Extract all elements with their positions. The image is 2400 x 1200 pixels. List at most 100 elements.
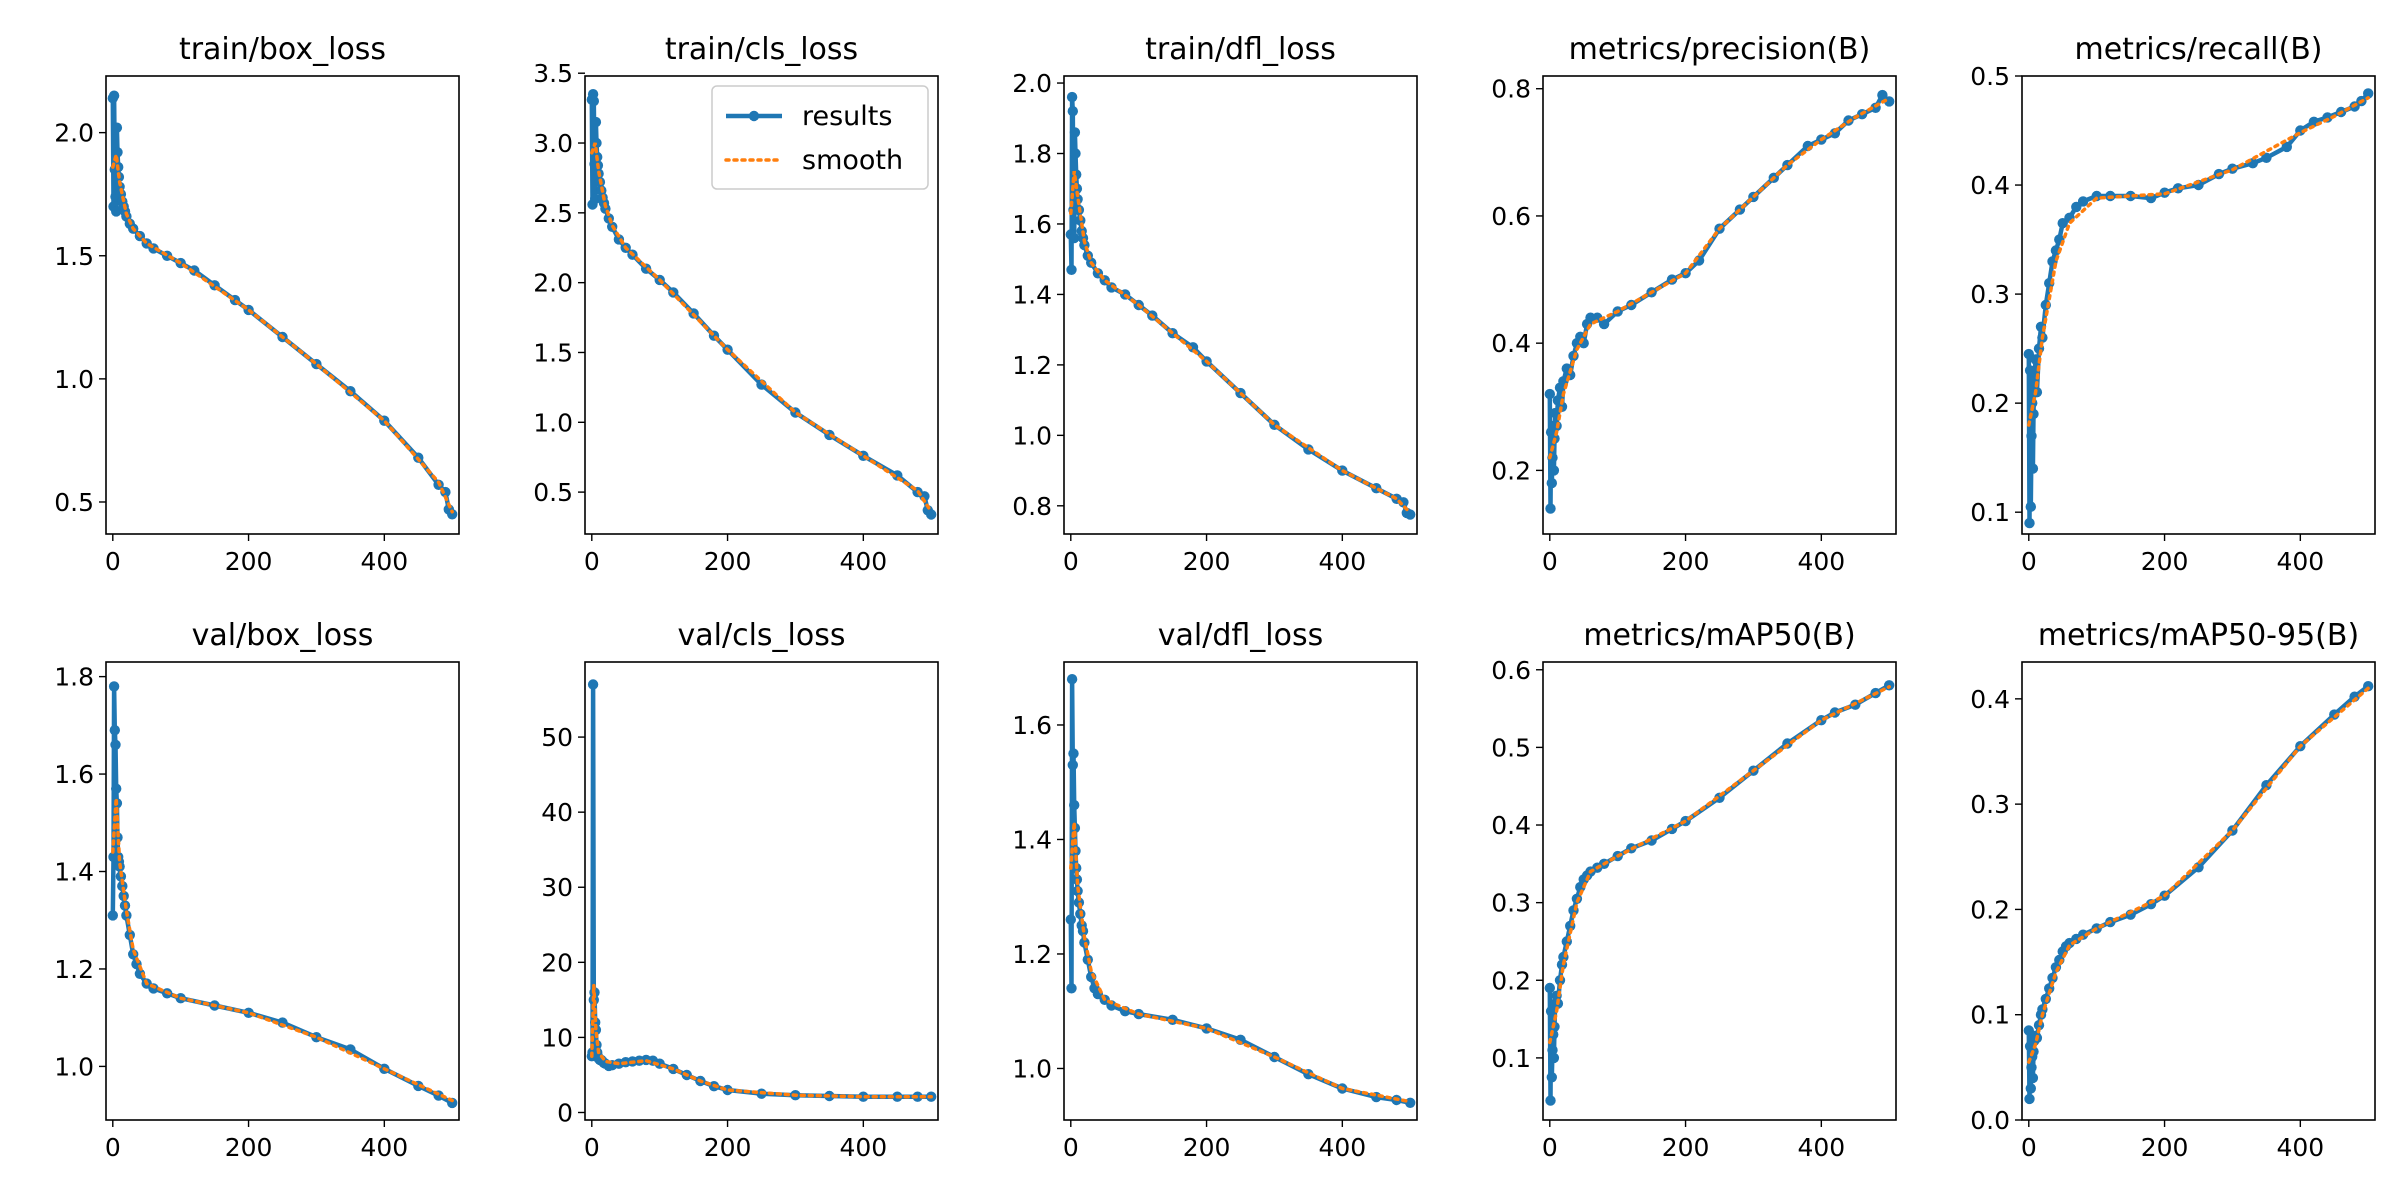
results-point (858, 1091, 869, 1102)
panel-metrics-precision-b: metrics/precision(B) 0 200 400 0.2 0.4 0.6 0.8 (1491, 32, 1897, 576)
legend-smooth-label: smooth (802, 145, 903, 176)
results-point (1547, 1044, 1558, 1056)
smooth-line (111, 798, 454, 1103)
results-point (2125, 190, 2136, 202)
results-point (1598, 318, 1610, 330)
panel-metrics-recall-b: metrics/recall(B) 0 200 400 0.1 0.2 0.3 0.4 0.5 (1970, 32, 2376, 576)
y-tick-label: 0.5 (533, 478, 573, 507)
x-tick-label: 400 (1797, 1133, 1845, 1162)
panel-val-box-loss: val/box_loss 0 200 400 1.0 1.2 1.4 1.6 1.8 (54, 618, 460, 1162)
x-tick-label: 0 (1063, 1133, 1079, 1162)
panel-title: train/box_loss (179, 32, 386, 67)
axes-frame (105, 661, 460, 1121)
results-point (1068, 748, 1079, 759)
y-tick-label: 1.0 (54, 365, 94, 394)
y-tick-label: 2.0 (1012, 69, 1052, 98)
x-tick-label: 400 (839, 1133, 887, 1162)
smooth-line (590, 984, 933, 1099)
results-point (111, 206, 122, 217)
panel-val-cls-loss: val/cls_loss 0 200 400 0 10 20 30 40 50 (541, 618, 939, 1162)
y-tick-label: 3.5 (533, 59, 573, 88)
results-point (1066, 91, 1078, 103)
results-point (1548, 465, 1560, 476)
y-tick-label: 1.8 (1012, 140, 1052, 169)
y-tick-label: 0.4 (1491, 811, 1531, 840)
results-point (111, 122, 123, 133)
results-point (1884, 96, 1895, 107)
plot-area (586, 89, 937, 520)
results-point (108, 90, 120, 101)
results-point (1069, 232, 1080, 244)
y-tick-label: 1.5 (533, 338, 573, 367)
panel-title: metrics/recall(B) (2074, 32, 2322, 67)
y-tick-label: 0.2 (1970, 389, 2010, 418)
y-tick-label: 0.8 (1012, 492, 1052, 521)
plot-area (1065, 91, 1416, 520)
results-line (2026, 684, 2370, 1102)
results-line (1547, 92, 1891, 511)
y-tick-label: 0.1 (1970, 1001, 2010, 1030)
results-point (2363, 88, 2374, 99)
x-tick-label: 0 (584, 1133, 600, 1162)
y-tick-label: 0.2 (1491, 966, 1531, 995)
y-tick-label: 3.0 (533, 129, 573, 158)
x-tick-label: 200 (1183, 1133, 1231, 1162)
plot-area (2023, 681, 2374, 1105)
x-tick-label: 0 (105, 547, 121, 576)
smooth-line (1069, 822, 1412, 1104)
plot-area (586, 679, 937, 1102)
results-point (112, 147, 123, 158)
plot-area (1065, 674, 1416, 1109)
y-tick-label: 1.0 (1012, 1054, 1052, 1083)
panel-title: train/cls_loss (665, 32, 858, 67)
panel-title: val/cls_loss (678, 618, 846, 653)
results-point (108, 681, 120, 692)
results-point (1545, 1006, 1557, 1017)
x-tick-label: 400 (839, 547, 887, 576)
results-line (589, 682, 932, 1099)
plot-area (107, 681, 458, 1109)
results-point (1405, 509, 1416, 520)
results-point (1544, 388, 1556, 400)
y-tick-label: 40 (541, 798, 573, 827)
x-tick-label: 200 (2141, 547, 2189, 576)
x-tick-label: 200 (2141, 1133, 2189, 1162)
x-tick-label: 0 (584, 547, 600, 576)
results-line (110, 93, 455, 516)
y-tick-label: 1.0 (533, 408, 573, 437)
axes-frame (2021, 661, 2376, 1121)
y-tick-label: 1.6 (1012, 711, 1052, 740)
results-point (109, 725, 121, 736)
y-tick-label: 0.3 (1970, 790, 2010, 819)
axes-frame (1063, 661, 1418, 1121)
results-point (588, 95, 599, 107)
x-tick-label: 400 (1797, 547, 1845, 576)
results-point (110, 739, 121, 750)
axes-frame (2021, 75, 2376, 535)
results-point (1067, 106, 1079, 117)
axes-frame (584, 75, 939, 535)
x-tick-label: 0 (1542, 547, 1558, 576)
y-tick-label: 1.4 (1012, 280, 1052, 309)
y-tick-label: 0.0 (1970, 1106, 2010, 1135)
y-tick-label: 0.3 (1970, 280, 2010, 309)
results-point (2026, 1062, 2037, 1073)
results-point (1546, 477, 1558, 489)
panel-title: train/dfl_loss (1145, 32, 1336, 67)
y-tick-label: 0.4 (1491, 329, 1531, 358)
y-tick-label: 10 (541, 1023, 573, 1052)
axes-frame (584, 661, 939, 1121)
y-tick-label: 1.4 (1012, 825, 1052, 854)
y-tick-label: 0.6 (1491, 202, 1531, 231)
smooth-line (1548, 96, 1891, 460)
results-point (1405, 1097, 1416, 1109)
smooth-line (2027, 686, 2370, 1064)
results-point (1877, 89, 1888, 101)
x-tick-label: 400 (360, 547, 408, 576)
y-tick-label: 1.0 (1012, 421, 1052, 450)
y-tick-label: 1.4 (54, 858, 94, 887)
smooth-line (590, 142, 933, 514)
results-point (2077, 196, 2089, 207)
results-point (2024, 365, 2036, 376)
